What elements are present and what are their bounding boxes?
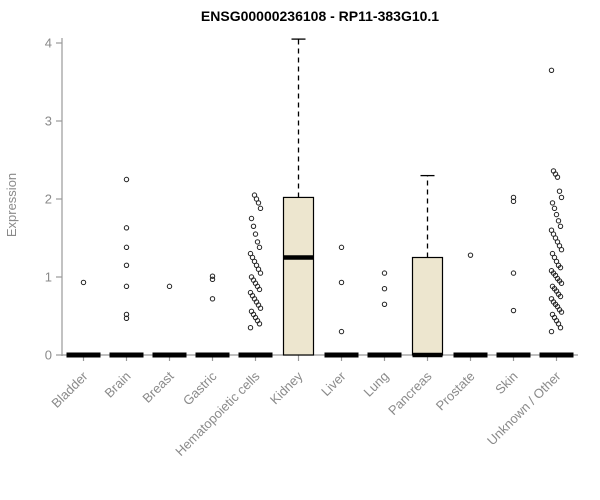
outlier-point [549, 250, 556, 257]
x-category-label: Gastric [180, 368, 220, 408]
x-category-label: Breast [139, 368, 176, 405]
x-category-label: Pancreas [385, 368, 435, 418]
outlier-point [549, 200, 556, 206]
outlier-point [247, 325, 254, 331]
outlier-point [548, 67, 555, 74]
outlier-point [209, 273, 216, 279]
outlier-point [510, 198, 517, 205]
outlier-point [553, 211, 560, 218]
outlier-point [256, 244, 263, 251]
outlier-point [209, 296, 216, 302]
outlier-point [338, 279, 345, 286]
outlier-point [557, 223, 564, 230]
outlier-point [549, 311, 556, 318]
x-category-label: Hematopoietic cells [172, 368, 263, 459]
y-tick-label: 3 [45, 114, 52, 129]
outlier-point [123, 225, 130, 231]
outlier-point [250, 223, 257, 230]
outlier-point [467, 252, 474, 258]
outlier-point [510, 270, 517, 276]
outlier-point [510, 194, 517, 201]
outlier-point [338, 244, 345, 251]
outlier-point [551, 205, 558, 212]
outlier-point [338, 328, 345, 335]
outlier-point [548, 328, 555, 335]
outlier-point [548, 227, 555, 233]
box [411, 256, 444, 356]
outlier-point [123, 315, 130, 322]
outlier-point [123, 311, 130, 318]
outlier-point [123, 176, 130, 183]
outlier-point [549, 283, 556, 290]
box [282, 196, 315, 356]
outlier-point [166, 283, 173, 290]
outlier-point [555, 218, 562, 224]
x-category-label: Skin [492, 369, 520, 397]
outlier-point [254, 239, 261, 245]
outlier-point [248, 215, 255, 222]
outlier-point [123, 244, 130, 251]
outlier-point [248, 308, 255, 315]
outlier-point [209, 276, 216, 283]
outlier-point [252, 231, 259, 237]
outlier-point [548, 296, 555, 302]
outlier-point [381, 270, 388, 276]
outlier-point [247, 289, 254, 296]
x-category-label: Brain [102, 369, 134, 401]
outlier-point [556, 188, 563, 194]
outlier-point [247, 250, 254, 257]
outlier-point [510, 307, 517, 314]
outlier-point [257, 205, 264, 212]
y-tick-label: 1 [45, 270, 52, 285]
chart-title: ENSG00000236108 - RP11-383G10.1 [200, 8, 440, 24]
y-tick-label: 2 [45, 192, 52, 207]
x-category-label: Prostate [433, 369, 478, 414]
x-category-label: Unknown / Other [484, 368, 564, 448]
outlier-point [251, 192, 258, 198]
y-tick-label: 4 [45, 36, 52, 51]
outlier-point [123, 283, 130, 290]
outlier-point [80, 279, 87, 286]
outlier-point [548, 268, 555, 274]
outlier-point [550, 168, 557, 174]
outlier-point [248, 274, 255, 280]
x-category-label: Bladder [48, 368, 91, 411]
outlier-point [123, 262, 130, 268]
x-category-label: Lung [361, 369, 392, 400]
outlier-point [381, 286, 388, 292]
outlier-point [381, 301, 388, 307]
x-category-label: Liver [318, 368, 349, 399]
x-category-label: Kidney [267, 368, 306, 407]
y-tick-label: 0 [45, 348, 52, 363]
outlier-point [558, 194, 565, 201]
